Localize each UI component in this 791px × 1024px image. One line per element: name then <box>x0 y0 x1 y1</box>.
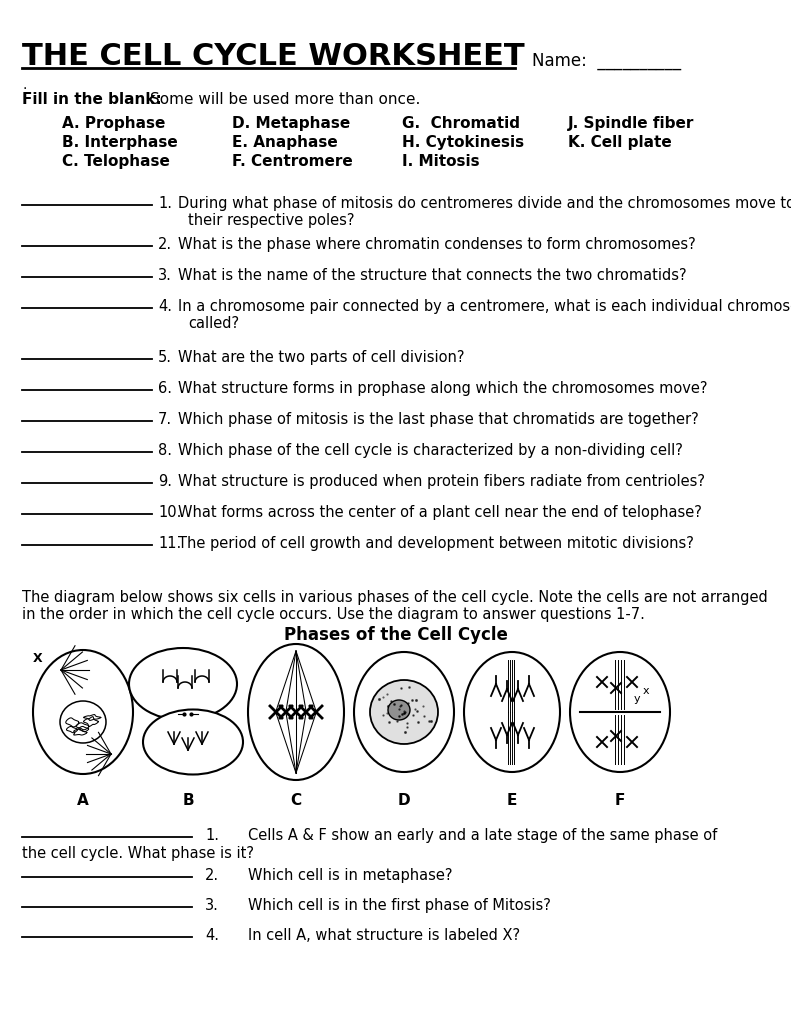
Text: 2.: 2. <box>205 868 219 883</box>
Text: 3.: 3. <box>205 898 219 913</box>
Text: During what phase of mitosis do centromeres divide and the chromosomes move towa: During what phase of mitosis do centrome… <box>178 196 791 211</box>
Ellipse shape <box>129 648 237 720</box>
Text: Name:  __________: Name: __________ <box>532 52 681 70</box>
Text: Cells A & F show an early and a late stage of the same phase of: Cells A & F show an early and a late sta… <box>248 828 717 843</box>
Text: their respective poles?: their respective poles? <box>188 213 354 228</box>
Text: 6.: 6. <box>158 381 172 396</box>
Text: 3.: 3. <box>158 268 172 283</box>
Text: .: . <box>22 78 26 92</box>
Text: J. Spindle fiber: J. Spindle fiber <box>568 116 694 131</box>
Text: Fill in the blank:: Fill in the blank: <box>22 92 167 106</box>
Text: 11.: 11. <box>158 536 181 551</box>
Text: Phases of the Cell Cycle: Phases of the Cell Cycle <box>284 626 508 644</box>
Text: What are the two parts of cell division?: What are the two parts of cell division? <box>178 350 464 365</box>
Text: C. Telophase: C. Telophase <box>62 154 170 169</box>
Text: F: F <box>615 793 625 808</box>
Text: Which phase of the cell cycle is characterized by a non-dividing cell?: Which phase of the cell cycle is charact… <box>178 443 683 458</box>
Text: the cell cycle. What phase is it?: the cell cycle. What phase is it? <box>22 846 254 861</box>
Text: 1.: 1. <box>158 196 172 211</box>
Text: Some will be used more than once.: Some will be used more than once. <box>150 92 420 106</box>
Ellipse shape <box>388 700 410 720</box>
Text: H. Cytokinesis: H. Cytokinesis <box>402 135 524 150</box>
Text: y: y <box>634 694 640 705</box>
Text: D: D <box>398 793 411 808</box>
Text: x: x <box>643 686 649 696</box>
Text: The diagram below shows six cells in various phases of the cell cycle. Note the : The diagram below shows six cells in var… <box>22 590 768 605</box>
Text: Which cell is in the first phase of Mitosis?: Which cell is in the first phase of Mito… <box>248 898 551 913</box>
Text: C: C <box>290 793 301 808</box>
Text: Which cell is in metaphase?: Which cell is in metaphase? <box>248 868 452 883</box>
Text: What is the phase where chromatin condenses to form chromosomes?: What is the phase where chromatin conden… <box>178 237 696 252</box>
Text: I. Mitosis: I. Mitosis <box>402 154 479 169</box>
Text: 5.: 5. <box>158 350 172 365</box>
Text: A: A <box>78 793 89 808</box>
Text: E: E <box>507 793 517 808</box>
Text: called?: called? <box>188 316 239 331</box>
Text: 4.: 4. <box>205 928 219 943</box>
Text: 2.: 2. <box>158 237 172 252</box>
Text: K. Cell plate: K. Cell plate <box>568 135 672 150</box>
Text: 10.: 10. <box>158 505 181 520</box>
Text: A. Prophase: A. Prophase <box>62 116 165 131</box>
Ellipse shape <box>33 650 133 774</box>
Text: 4.: 4. <box>158 299 172 314</box>
Ellipse shape <box>354 652 454 772</box>
Ellipse shape <box>248 644 344 780</box>
Text: B. Interphase: B. Interphase <box>62 135 178 150</box>
Ellipse shape <box>464 652 560 772</box>
Text: F. Centromere: F. Centromere <box>232 154 353 169</box>
Text: in the order in which the cell cycle occurs. Use the diagram to answer questions: in the order in which the cell cycle occ… <box>22 607 645 622</box>
Text: What structure forms in prophase along which the chromosomes move?: What structure forms in prophase along w… <box>178 381 707 396</box>
Text: G.  Chromatid: G. Chromatid <box>402 116 520 131</box>
Text: In a chromosome pair connected by a centromere, what is each individual chromoso: In a chromosome pair connected by a cent… <box>178 299 791 314</box>
Text: 1.: 1. <box>205 828 219 843</box>
Text: Which phase of mitosis is the last phase that chromatids are together?: Which phase of mitosis is the last phase… <box>178 412 698 427</box>
Text: What structure is produced when protein fibers radiate from centrioles?: What structure is produced when protein … <box>178 474 705 489</box>
Text: The period of cell growth and development between mitotic divisions?: The period of cell growth and developmen… <box>178 536 694 551</box>
Ellipse shape <box>143 710 243 774</box>
Text: D. Metaphase: D. Metaphase <box>232 116 350 131</box>
Text: E. Anaphase: E. Anaphase <box>232 135 338 150</box>
Text: B: B <box>182 793 194 808</box>
Text: What forms across the center of a plant cell near the end of telophase?: What forms across the center of a plant … <box>178 505 702 520</box>
Ellipse shape <box>570 652 670 772</box>
Text: THE CELL CYCLE WORKSHEET: THE CELL CYCLE WORKSHEET <box>22 42 524 71</box>
Ellipse shape <box>370 680 438 744</box>
Text: 8.: 8. <box>158 443 172 458</box>
Text: 7.: 7. <box>158 412 172 427</box>
Text: What is the name of the structure that connects the two chromatids?: What is the name of the structure that c… <box>178 268 687 283</box>
Text: X: X <box>33 652 43 665</box>
Text: 9.: 9. <box>158 474 172 489</box>
Text: In cell A, what structure is labeled X?: In cell A, what structure is labeled X? <box>248 928 520 943</box>
